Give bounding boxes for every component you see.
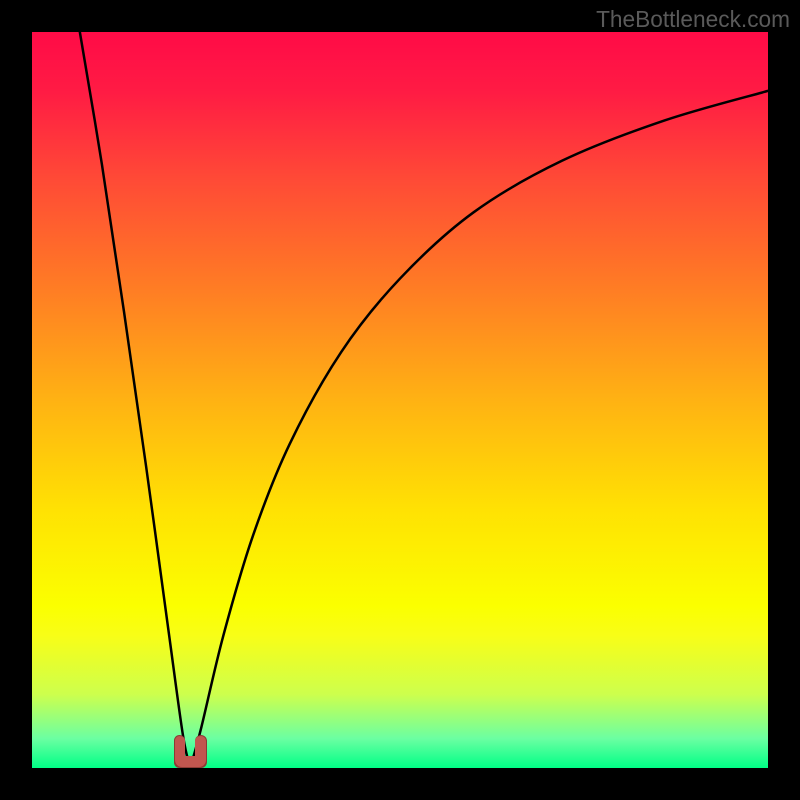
curve-left-branch — [80, 32, 190, 768]
chart-plot-area — [32, 32, 768, 768]
attribution-text: TheBottleneck.com — [596, 6, 790, 33]
bottleneck-curve — [32, 32, 768, 768]
curve-right-branch — [190, 91, 768, 768]
cusp-marker-bottom — [174, 756, 207, 768]
